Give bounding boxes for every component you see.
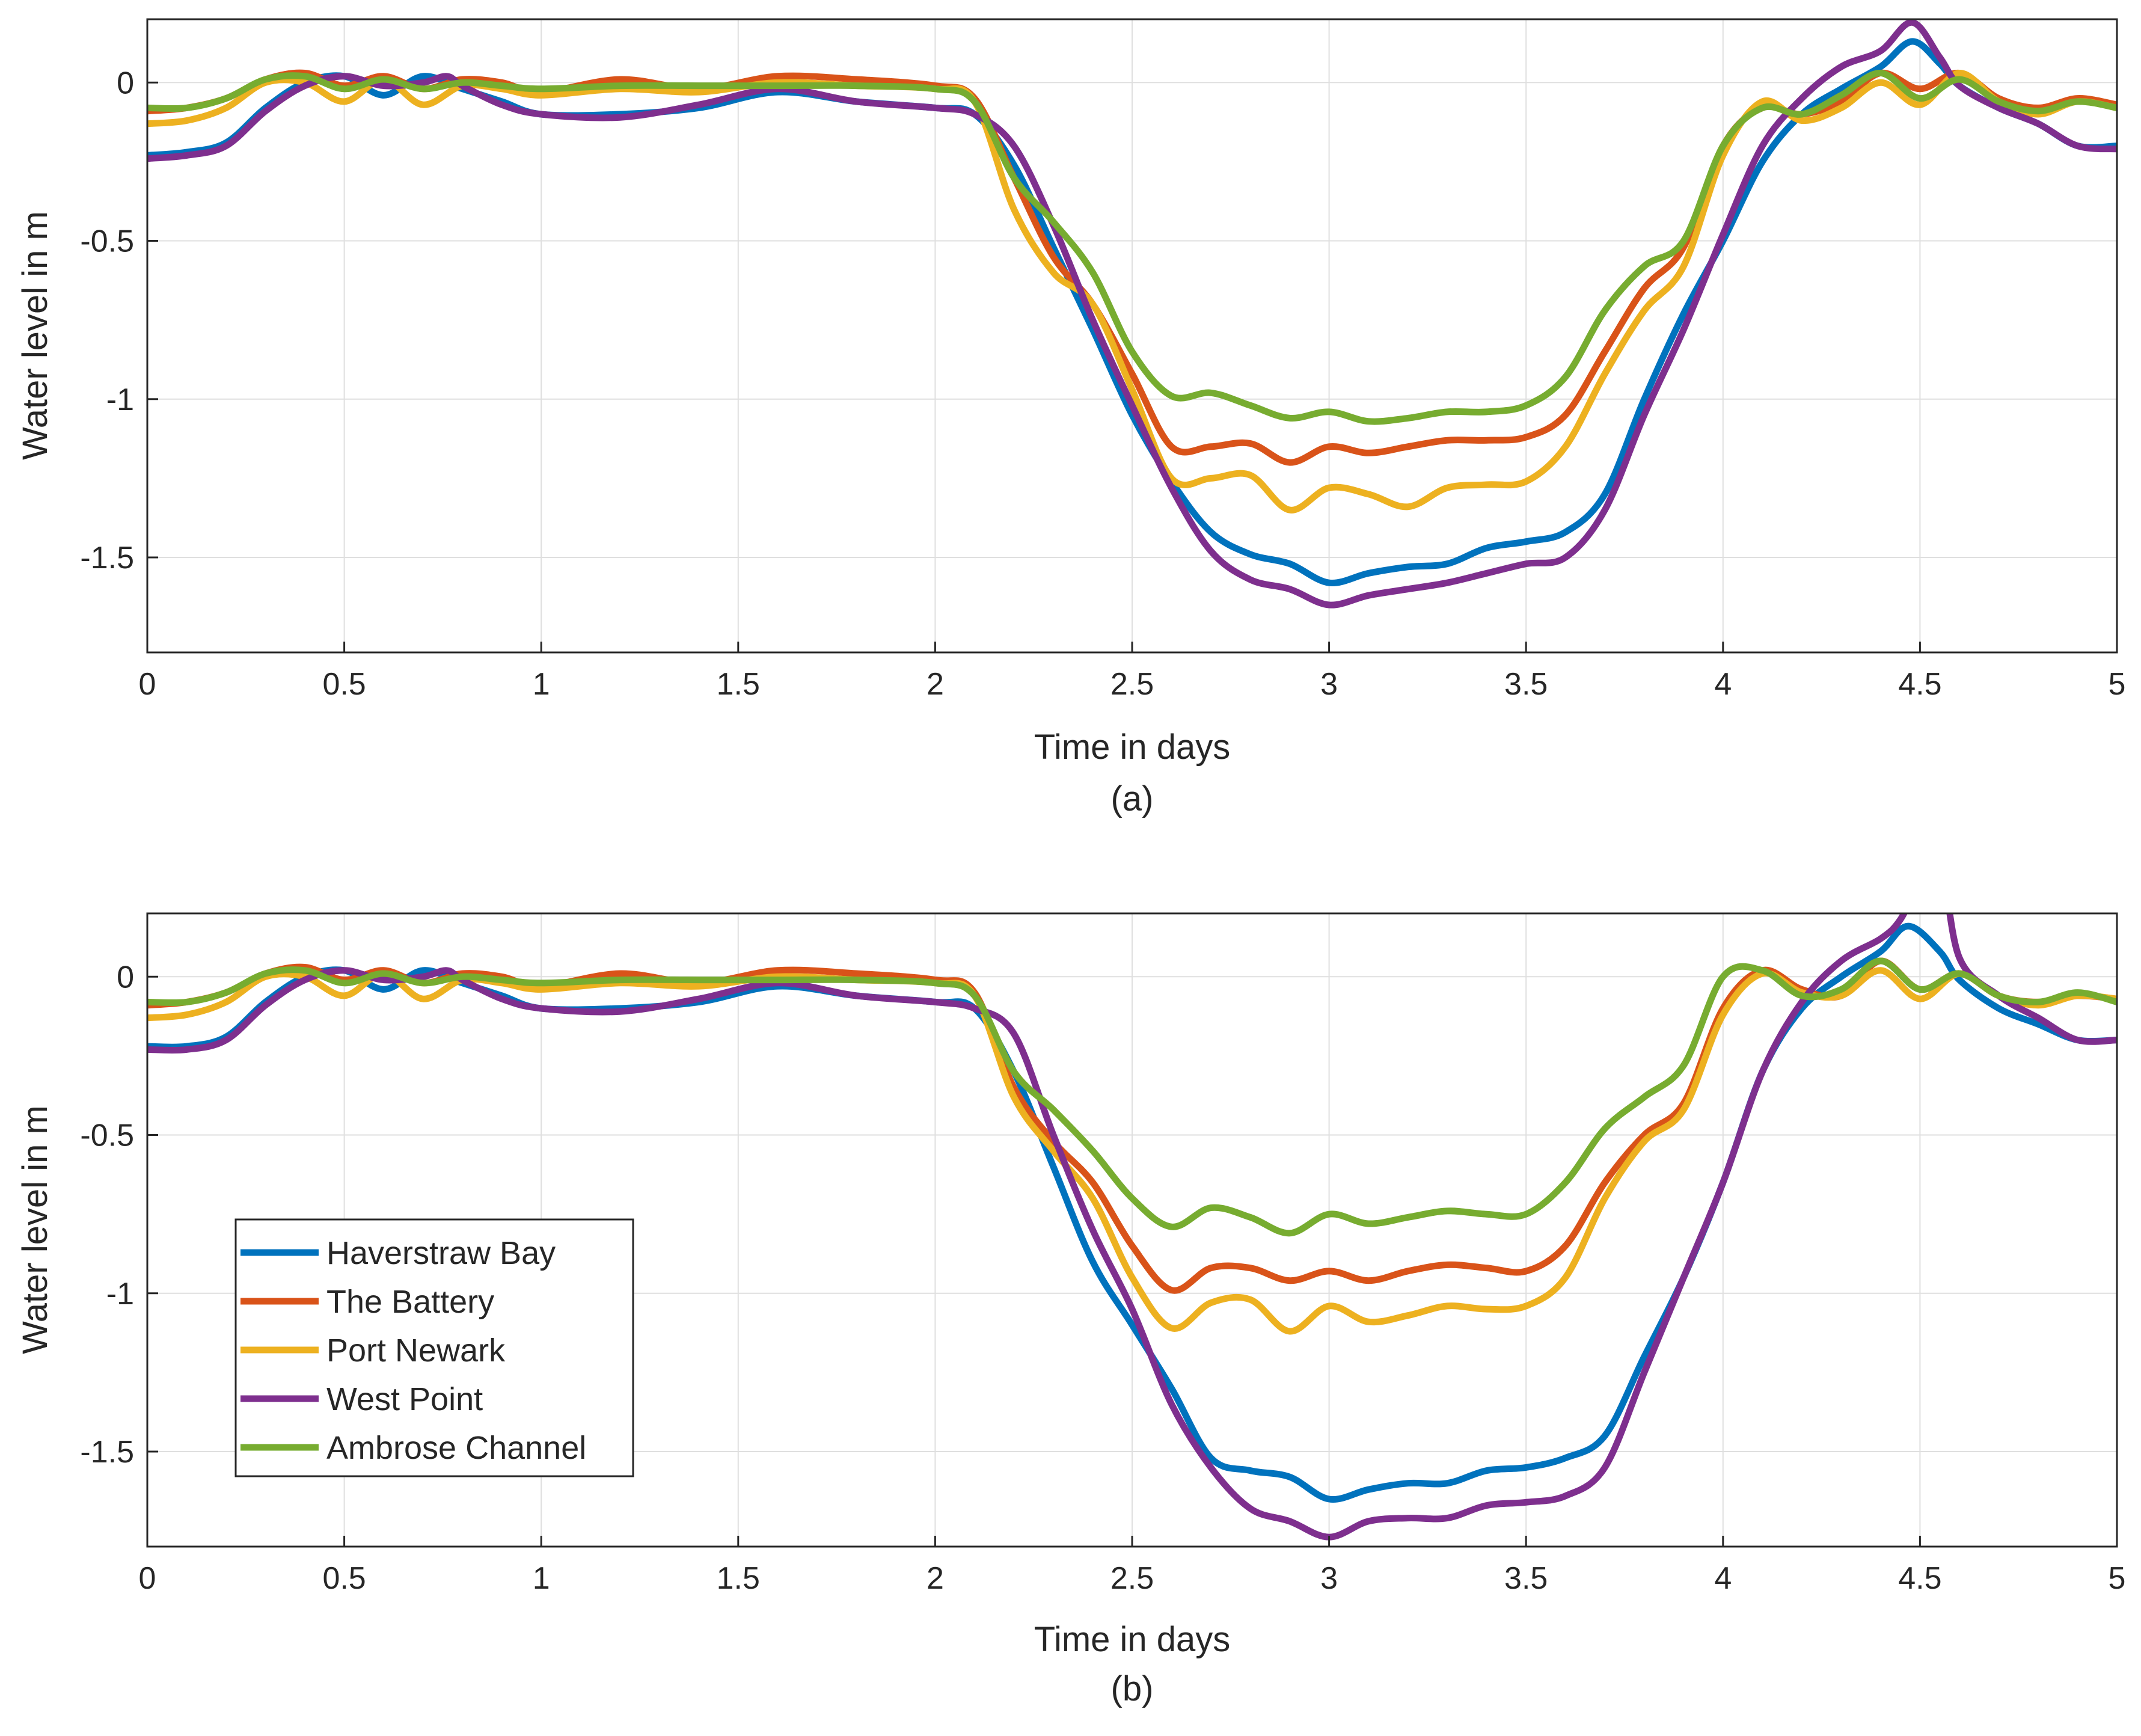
x-tick-label-b: 1.5: [717, 1561, 760, 1596]
panel-a: 0 0.5 1 1.5 2 2.5 3 3.5 4 4.5 5 0 -0.5 -1 -1.5 Time in…: [16, 18, 2125, 818]
x-tick-label-b: 4.5: [1898, 1561, 1941, 1596]
series-group-b: [147, 913, 2117, 1541]
legend-label-west-point: West Point: [326, 1381, 483, 1417]
x-tick-label-b: 2: [927, 1561, 944, 1596]
series-line-west-point-b: [147, 913, 2117, 1541]
panel-caption-a: (a): [1111, 779, 1154, 818]
y-tick-label-a: 0: [117, 66, 134, 100]
legend-entries: Haverstraw Bay The Battery Port Newark West…: [240, 1235, 586, 1466]
series-line-ambrose-channel-a: [147, 70, 2117, 425]
y-axis-label-a: Water level in m: [16, 211, 55, 460]
x-tick-label-a: 1: [533, 667, 550, 702]
x-tick-label-b: 3.5: [1504, 1561, 1548, 1596]
y-axis-label-b: Water level in m: [16, 1105, 55, 1354]
x-tick-label-b: 1: [533, 1561, 550, 1596]
x-tick-label-a: 5: [2109, 667, 2126, 702]
y-tick-label-b: -1.5: [80, 1435, 134, 1470]
legend-label-haverstraw-bay: Haverstraw Bay: [326, 1235, 556, 1271]
x-tick-label-b: 2.5: [1110, 1561, 1154, 1596]
x-tick-label-b: 0.5: [322, 1561, 366, 1596]
x-tick-label-a: 4.5: [1898, 667, 1941, 702]
series-group-a: [147, 19, 2117, 609]
series-line-ambrose-channel-b: [147, 957, 2117, 1237]
legend: Haverstraw Bay The Battery Port Newark West…: [234, 1218, 634, 1477]
panel-caption-b: (b): [1111, 1669, 1154, 1708]
x-tick-label-a: 3.5: [1504, 667, 1548, 702]
ticks-a: 0 0.5 1 1.5 2 2.5 3 3.5 4 4.5 5 0 -0.5 -1 -1.5: [80, 66, 2125, 702]
x-tick-label-a: 3: [1320, 667, 1338, 702]
y-tick-label-a: -0.5: [80, 224, 134, 259]
ticks-b: 0 0.5 1 1.5 2 2.5 3 3.5 4 4.5 5 0 -0.5 -1 -1.5: [80, 960, 2125, 1596]
y-tick-label-b: -1: [106, 1277, 134, 1311]
x-axis-label-a: Time in days: [1034, 728, 1231, 767]
x-tick-label-a: 0: [139, 667, 156, 702]
x-tick-label-a: 1.5: [717, 667, 760, 702]
x-tick-label-a: 2.5: [1110, 667, 1154, 702]
x-tick-label-a: 2: [927, 667, 944, 702]
panel-b: 0 0.5 1 1.5 2 2.5 3 3.5 4 4.5 5 0 -0.5 -1 -1.5 Time in…: [16, 912, 2125, 1708]
y-tick-label-b: 0: [117, 960, 134, 995]
x-tick-label-b: 4: [1714, 1561, 1732, 1596]
legend-label-ambrose-channel: Ambrose Channel: [326, 1430, 586, 1466]
x-tick-label-a: 4: [1714, 667, 1732, 702]
y-tick-label-b: -0.5: [80, 1118, 134, 1153]
y-tick-label-a: -1.5: [80, 541, 134, 575]
x-tick-label-b: 3: [1320, 1561, 1338, 1596]
legend-label-port-newark: Port Newark: [326, 1333, 506, 1369]
grid-a: [147, 19, 2118, 652]
x-tick-label-b: 0: [139, 1561, 156, 1596]
x-tick-label-b: 5: [2109, 1561, 2126, 1596]
legend-label-the-battery: The Battery: [326, 1284, 494, 1320]
x-axis-label-b: Time in days: [1034, 1620, 1231, 1659]
y-tick-label-a: -1: [106, 382, 134, 417]
x-tick-label-a: 0.5: [322, 667, 366, 702]
